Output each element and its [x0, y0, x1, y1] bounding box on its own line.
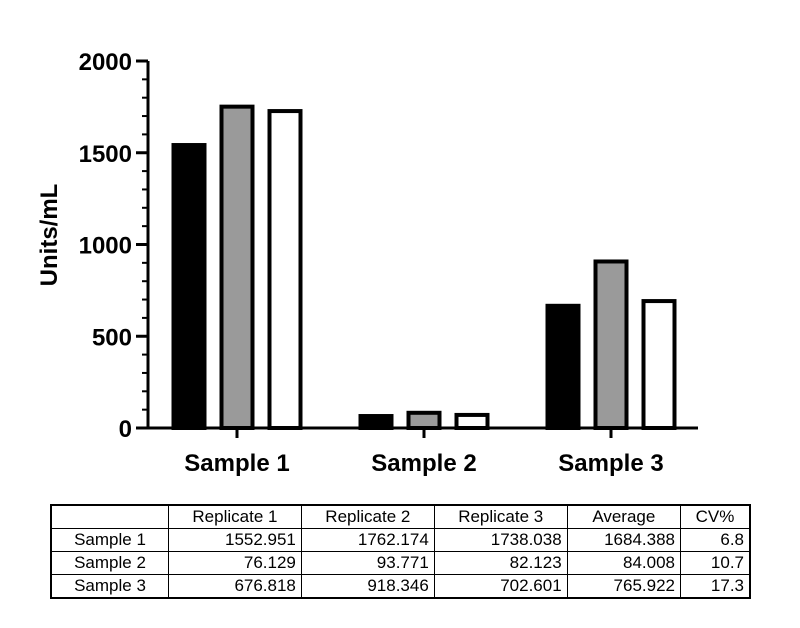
table-row-label: Sample 1: [50, 528, 169, 552]
y-tick-label: 2000: [79, 49, 132, 76]
table-cell: 702.601: [433, 574, 568, 599]
table-cell: 765.922: [566, 574, 681, 599]
bar: [267, 109, 303, 430]
table-cell: 1738.038: [433, 528, 568, 552]
bars: [171, 104, 677, 431]
bar: [219, 104, 255, 430]
table-header-row: Replicate 1 Replicate 2 Replicate 3 Aver…: [50, 504, 751, 529]
table-cell: 1552.951: [168, 528, 302, 552]
bar: [545, 303, 581, 430]
y-axis: 0 500 1000 1500 2000: [79, 49, 150, 443]
table-row-label: Sample 3: [50, 574, 169, 599]
table-cell: 82.123: [433, 551, 568, 575]
table-header-cell: Replicate 2: [300, 504, 435, 529]
x-tick-label: Sample 2: [371, 450, 476, 477]
y-tick-label: 1500: [79, 141, 132, 168]
table-cell: 6.8: [679, 528, 751, 552]
bar: [406, 410, 442, 431]
table-cell: 10.7: [679, 551, 751, 575]
table-header-cell: [50, 504, 169, 529]
y-axis-label: Units/mL: [36, 184, 63, 287]
bar: [171, 143, 207, 431]
table-cell: 17.3: [679, 574, 751, 599]
x-tick-label: Sample 1: [184, 450, 289, 477]
table-cell: 76.129: [168, 551, 302, 575]
bar: [454, 412, 490, 430]
y-tick-label: 1000: [79, 233, 132, 260]
table-cell: 84.008: [566, 551, 681, 575]
bar: [641, 299, 677, 431]
bar: [358, 414, 394, 431]
table-cell: 93.771: [300, 551, 435, 575]
table-header-cell: CV%: [679, 504, 751, 529]
table-row: Sample 3 676.818 918.346 702.601 765.922…: [50, 574, 751, 599]
table-header-cell: Replicate 1: [168, 504, 302, 529]
table-header-cell: Average: [566, 504, 681, 529]
table-header-cell: Replicate 3: [433, 504, 568, 529]
table-cell: 918.346: [300, 574, 435, 599]
table-cell: 1762.174: [300, 528, 435, 552]
x-axis: Sample 1 Sample 2 Sample 3: [146, 426, 698, 477]
table-cell: 1684.388: [566, 528, 681, 552]
bar: [593, 259, 629, 431]
data-table: Replicate 1 Replicate 2 Replicate 3 Aver…: [50, 504, 751, 599]
y-tick-label: 0: [119, 416, 132, 443]
table-cell: 676.818: [168, 574, 302, 599]
x-tick-label: Sample 3: [558, 450, 663, 477]
table-row-label: Sample 2: [50, 551, 169, 575]
table-row: Sample 2 76.129 93.771 82.123 84.008 10.…: [50, 551, 751, 575]
table-row: Sample 1 1552.951 1762.174 1738.038 1684…: [50, 528, 751, 552]
y-tick-label: 500: [92, 324, 132, 351]
